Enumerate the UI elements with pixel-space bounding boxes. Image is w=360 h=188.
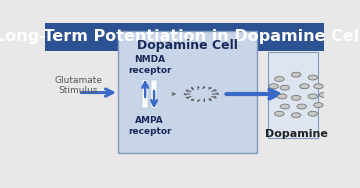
Circle shape: [314, 84, 323, 89]
Circle shape: [300, 84, 309, 89]
Circle shape: [278, 94, 287, 99]
Circle shape: [291, 113, 301, 118]
Bar: [45, 23, 324, 51]
Circle shape: [308, 94, 318, 99]
Circle shape: [308, 111, 318, 116]
Circle shape: [275, 111, 284, 116]
Circle shape: [291, 95, 301, 100]
Circle shape: [319, 92, 329, 97]
Text: Long-Term Potentiation in Dopamine Cells: Long-Term Potentiation in Dopamine Cells: [0, 29, 360, 44]
FancyBboxPatch shape: [268, 52, 319, 138]
Circle shape: [280, 85, 290, 90]
FancyBboxPatch shape: [142, 80, 148, 108]
Circle shape: [308, 75, 318, 80]
Circle shape: [275, 77, 284, 81]
Circle shape: [269, 84, 279, 89]
Circle shape: [280, 104, 290, 109]
Circle shape: [291, 72, 301, 77]
Text: AMPA
receptor: AMPA receptor: [128, 116, 171, 136]
Text: NMDA
receptor: NMDA receptor: [128, 55, 171, 75]
Text: Dopamine Cell: Dopamine Cell: [137, 39, 238, 52]
Circle shape: [314, 103, 323, 108]
Circle shape: [297, 104, 306, 109]
FancyBboxPatch shape: [151, 80, 157, 108]
Text: Glutamate
Stimulus: Glutamate Stimulus: [54, 76, 103, 95]
FancyBboxPatch shape: [117, 31, 257, 153]
Text: Dopamine: Dopamine: [265, 129, 328, 139]
